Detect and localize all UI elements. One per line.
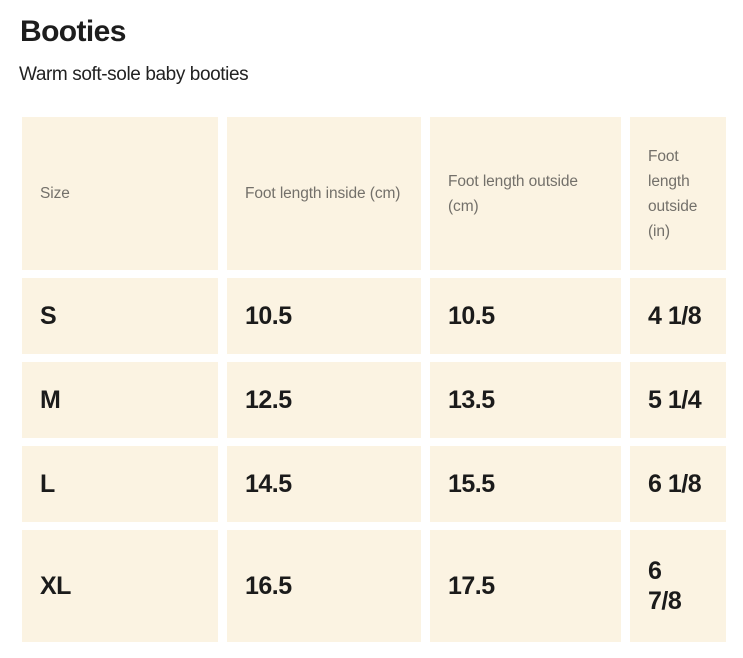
row-s-size-cell: S bbox=[22, 278, 218, 354]
outside-in-value: 6 7/8 bbox=[648, 557, 682, 615]
row-m-outside-cm-cell: 13.5 bbox=[430, 362, 621, 438]
column-label: Foot length outside (in) bbox=[648, 147, 698, 240]
header-cell-foot-length-inside-cm: Foot length inside (cm) bbox=[227, 117, 421, 270]
header-cell-foot-length-outside-in: Foot length outside (in) bbox=[630, 117, 726, 270]
outside-cm-value: 15.5 bbox=[448, 470, 495, 498]
row-xl-inside-cm-cell: 16.5 bbox=[227, 530, 421, 642]
inside-cm-value: 10.5 bbox=[245, 302, 292, 330]
row-l-size-cell: L bbox=[22, 446, 218, 522]
page-title: Booties bbox=[20, 15, 126, 48]
outside-cm-value: 17.5 bbox=[448, 572, 495, 600]
row-m-outside-in-cell: 5 1/4 bbox=[630, 362, 726, 438]
row-xl-outside-in-cell: 6 7/8 bbox=[630, 530, 726, 642]
size-value: L bbox=[40, 470, 55, 498]
row-s-outside-cm-cell: 10.5 bbox=[430, 278, 621, 354]
row-l-outside-in-cell: 6 1/8 bbox=[630, 446, 726, 522]
row-s-outside-in-cell: 4 1/8 bbox=[630, 278, 726, 354]
outside-in-value: 6 1/8 bbox=[648, 470, 702, 498]
row-m-inside-cm-cell: 12.5 bbox=[227, 362, 421, 438]
column-label: Foot length inside (cm) bbox=[245, 185, 401, 202]
inside-cm-value: 12.5 bbox=[245, 386, 292, 414]
page-subtitle: Warm soft-sole baby booties bbox=[19, 64, 249, 85]
outside-cm-value: 10.5 bbox=[448, 302, 495, 330]
size-chart-table: Size Foot length inside (cm) Foot length… bbox=[22, 117, 726, 642]
header-cell-foot-length-outside-cm: Foot length outside (cm) bbox=[430, 117, 621, 270]
outside-in-value: 5 1/4 bbox=[648, 386, 702, 414]
inside-cm-value: 16.5 bbox=[245, 572, 292, 600]
outside-in-value: 4 1/8 bbox=[648, 302, 702, 330]
column-label: Foot length outside (cm) bbox=[448, 172, 578, 215]
row-l-outside-cm-cell: 15.5 bbox=[430, 446, 621, 522]
row-s-inside-cm-cell: 10.5 bbox=[227, 278, 421, 354]
size-value: XL bbox=[40, 572, 71, 600]
row-xl-outside-cm-cell: 17.5 bbox=[430, 530, 621, 642]
row-xl-size-cell: XL bbox=[22, 530, 218, 642]
size-value: M bbox=[40, 386, 61, 414]
row-l-inside-cm-cell: 14.5 bbox=[227, 446, 421, 522]
row-m-size-cell: M bbox=[22, 362, 218, 438]
size-value: S bbox=[40, 302, 57, 330]
column-label: Size bbox=[40, 185, 70, 202]
outside-cm-value: 13.5 bbox=[448, 386, 495, 414]
inside-cm-value: 14.5 bbox=[245, 470, 292, 498]
header-cell-size: Size bbox=[22, 117, 218, 270]
